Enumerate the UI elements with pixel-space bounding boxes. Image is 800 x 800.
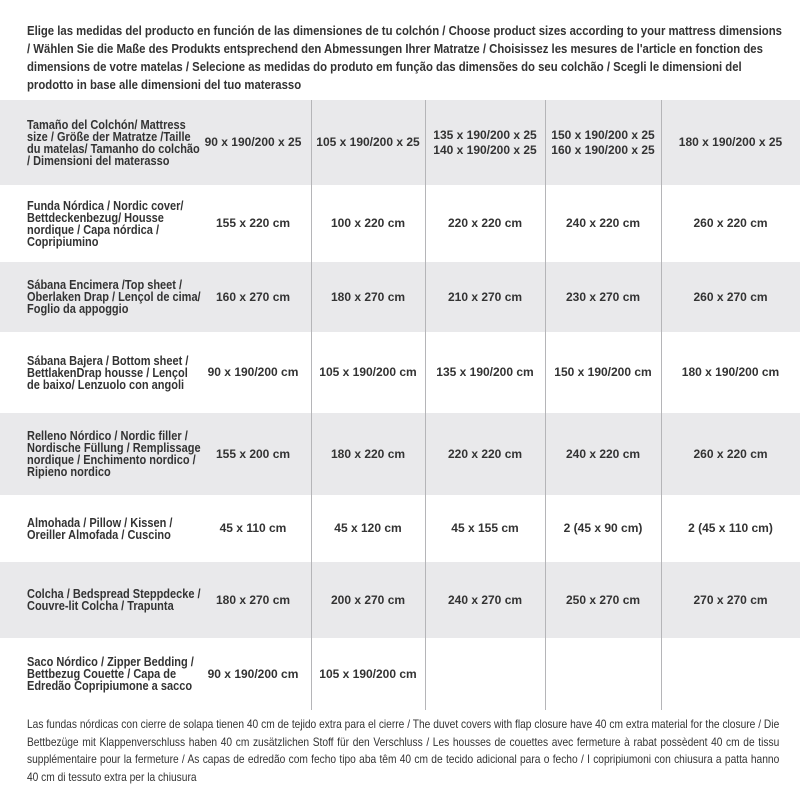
row-label: Sábana Bajera / Bottom sheet / Bettlaken…: [27, 353, 189, 392]
size-cell: 220 x 220 cm: [447, 446, 523, 461]
mattress-size-cell: 150 x 190/200 x 25 160 x 190/200 x 25: [551, 127, 655, 157]
table-row: Relleno Nórdico / Nordic filler / Nordis…: [0, 413, 800, 495]
size-cell: 180 x 270 cm: [330, 289, 406, 304]
size-cell: [661, 638, 800, 710]
size-cell: 220 x 220 cm: [447, 216, 523, 230]
size-cell: 155 x 200 cm: [215, 446, 291, 461]
mattress-size-cell: 105 x 190/200 x 25: [316, 135, 420, 149]
row-label: Almohada / Pillow / Kissen / Oreiller Al…: [27, 515, 173, 542]
size-cell: 2 (45 x 110 cm): [688, 521, 773, 535]
size-cell: 45 x 120 cm: [334, 521, 402, 535]
size-cell: 2 (45 x 90 cm): [563, 521, 643, 535]
size-cell: 240 x 220 cm: [565, 446, 641, 461]
size-cell: 240 x 220 cm: [565, 216, 641, 230]
row-label: Tamaño del Colchón/ Mattress size / Größ…: [27, 117, 200, 168]
mattress-size-cell: 135 x 190/200 x 25 140 x 190/200 x 25: [433, 127, 537, 157]
row-label: Sábana Encimera /Top sheet / Oberlaken D…: [27, 278, 201, 316]
size-cell: [425, 638, 545, 710]
size-cell: 200 x 270 cm: [330, 592, 406, 607]
column-divider: [545, 100, 546, 710]
table-row: Colcha / Bedspread Steppdecke / Couvre-l…: [0, 562, 800, 638]
row-label: Saco Nórdico / Zipper Bedding / Bettbezu…: [27, 655, 194, 693]
row-label: Funda Nórdica / Nordic cover/ Bettdecken…: [27, 198, 184, 249]
size-cell: 260 x 220 cm: [693, 446, 768, 461]
size-cell: 210 x 270 cm: [447, 289, 523, 304]
column-divider: [661, 100, 662, 710]
size-cell: 100 x 220 cm: [330, 216, 406, 230]
size-cell: 90 x 190/200 cm: [207, 365, 299, 379]
size-cell: 230 x 270 cm: [565, 289, 641, 304]
size-cell: 45 x 155 cm: [451, 521, 519, 535]
size-cell: 260 x 220 cm: [693, 216, 768, 230]
size-cell: 250 x 270 cm: [565, 592, 641, 607]
table-header-row: Tamaño del Colchón/ Mattress size / Größ…: [0, 100, 800, 185]
size-cell: 260 x 270 cm: [693, 289, 768, 304]
size-cell: 270 x 270 cm: [693, 592, 768, 607]
size-cell: 105 x 190/200 cm: [319, 666, 417, 681]
table-row: Sábana Encimera /Top sheet / Oberlaken D…: [0, 262, 800, 332]
size-cell: 155 x 220 cm: [215, 216, 291, 230]
size-cell: 135 x 190/200 cm: [436, 365, 534, 379]
size-cell: 90 x 190/200 cm: [207, 666, 299, 681]
intro-text: Elige las medidas del producto en funció…: [27, 23, 782, 92]
size-cell: 180 x 220 cm: [330, 446, 406, 461]
size-cell: 105 x 190/200 cm: [319, 365, 417, 379]
size-cell: 240 x 270 cm: [447, 592, 523, 607]
row-label: Colcha / Bedspread Steppdecke / Couvre-l…: [27, 587, 201, 613]
row-label: Relleno Nórdico / Nordic filler / Nordis…: [27, 429, 201, 479]
size-cell: [545, 638, 661, 710]
size-cell: 150 x 190/200 cm: [554, 365, 652, 379]
table-row: Saco Nórdico / Zipper Bedding / Bettbezu…: [0, 638, 800, 710]
mattress-size-cell: 180 x 190/200 x 25: [678, 135, 783, 149]
mattress-size-cell: 90 x 190/200 x 25: [204, 135, 302, 149]
footnote: Las fundas nórdicas con cierre de solapa…: [27, 717, 780, 784]
column-divider: [311, 100, 312, 710]
size-table: Tamaño del Colchón/ Mattress size / Größ…: [0, 100, 800, 710]
size-cell: 45 x 110 cm: [219, 521, 287, 535]
table-row: Funda Nórdica / Nordic cover/ Bettdecken…: [0, 185, 800, 262]
table-row: Almohada / Pillow / Kissen / Oreiller Al…: [0, 495, 800, 562]
size-cell: 180 x 270 cm: [215, 592, 291, 607]
size-cell: 160 x 270 cm: [215, 289, 291, 304]
size-cell: 180 x 190/200 cm: [681, 365, 780, 379]
column-divider: [425, 100, 426, 710]
table-row: Sábana Bajera / Bottom sheet / Bettlaken…: [0, 332, 800, 413]
